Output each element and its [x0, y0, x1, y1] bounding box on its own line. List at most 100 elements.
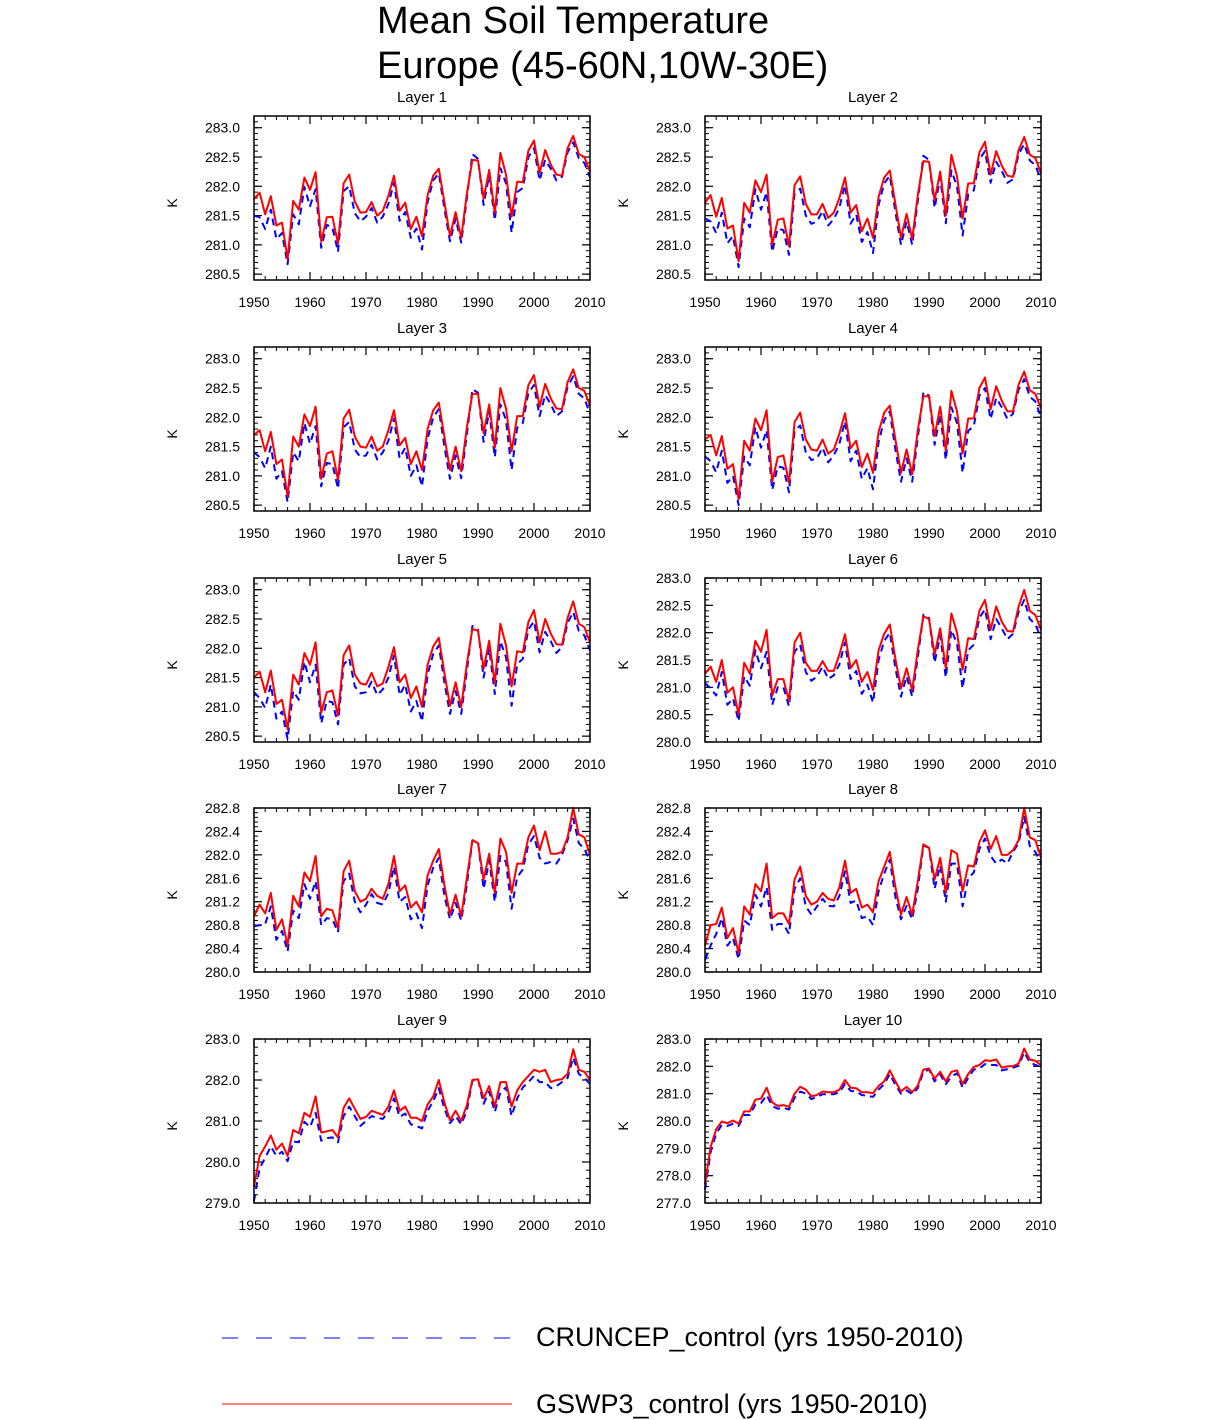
panel-1-series-cruncep — [253, 141, 591, 266]
panel-9-frame — [253, 1038, 591, 1204]
panel-8-title: Layer 8 — [848, 781, 898, 798]
panel-8-x-tick-label: 1990 — [913, 986, 944, 1002]
panel-1-y-tick-label: 282.5 — [205, 149, 240, 165]
panel-6-series-cruncep — [704, 598, 1042, 723]
panel-5-x-tick-label: 1980 — [406, 756, 437, 772]
panel-10-x-tick-label: 1990 — [913, 1217, 944, 1233]
panel-2-x-tick-label: 1970 — [801, 294, 832, 310]
panel-7-x-tick-label: 1950 — [238, 986, 269, 1002]
panel-2-series-gswp3 — [704, 136, 1042, 263]
panel-2-y-tick-label: 280.5 — [656, 266, 691, 282]
panel-5-y-tick-label: 281.0 — [205, 699, 240, 715]
panel-4-x-tick-label: 2010 — [1025, 525, 1056, 541]
panel-1-x-tick-label: 1950 — [238, 294, 269, 310]
panel-10-y-label: K — [615, 1121, 631, 1131]
panel-8-x-tick-label: 1980 — [857, 986, 888, 1002]
panel-5-x-tick-label: 2010 — [574, 756, 605, 772]
panel-1-y-tick-label: 281.0 — [205, 237, 240, 253]
panel-5-title: Layer 5 — [397, 551, 447, 568]
panel-5-y-label: K — [164, 660, 180, 670]
panel-7-y-tick-label: 282.4 — [205, 823, 240, 839]
panel-9: Layer 9 K 1950 1960 1970 1980 1990 2000 2010 283.… — [164, 1012, 606, 1233]
panel-10-y-tick-label: 280.0 — [656, 1113, 691, 1129]
panel-10: Layer 10 K 1950 1960 1970 1980 1990 2000 2010 283… — [615, 1012, 1057, 1233]
panel-6-y-tick-label: 280.5 — [656, 707, 691, 723]
panel-7-y-tick-label: 282.8 — [205, 800, 240, 816]
panel-9-x-tick-label: 1960 — [294, 1217, 325, 1233]
panel-9-series-gswp3 — [253, 1048, 591, 1187]
panel-8-y-tick-label: 280.0 — [656, 964, 691, 980]
legend-label-cruncep: CRUNCEP_control (yrs 1950-2010) — [536, 1322, 964, 1352]
panel-1-x-tick-label: 1970 — [350, 294, 381, 310]
panel-4-x-tick-label: 1980 — [857, 525, 888, 541]
panel-5-x-tick-label: 1950 — [238, 756, 269, 772]
panel-6-x-tick-label: 1980 — [857, 756, 888, 772]
panel-2-x-tick-label: 1950 — [689, 294, 720, 310]
panel-7-y-tick-label: 280.4 — [205, 941, 240, 957]
panel-2-frame — [704, 115, 1042, 281]
panel-5-y-tick-label: 282.0 — [205, 640, 240, 656]
panel-10-y-tick-label: 278.0 — [656, 1168, 691, 1184]
panel-2: Layer 2 K 1950 1960 1970 1980 1990 2000 2010 283.… — [615, 89, 1057, 310]
panel-6-series-gswp3 — [704, 589, 1042, 716]
panel-7-frame — [253, 807, 591, 973]
panel-5-x-tick-label: 2000 — [518, 756, 549, 772]
panel-10-x-tick-label: 2000 — [969, 1217, 1000, 1233]
panel-7-y-tick-label: 280.0 — [205, 964, 240, 980]
panel-6-x-tick-label: 2000 — [969, 756, 1000, 772]
panel-9-x-tick-label: 1950 — [238, 1217, 269, 1233]
panel-5-x-tick-label: 1990 — [462, 756, 493, 772]
panel-7-x-tick-label: 2000 — [518, 986, 549, 1002]
panel-4: Layer 4 K 1950 1960 1970 1980 1990 2000 2010 283.… — [615, 320, 1057, 541]
panel-6-y-label: K — [615, 660, 631, 670]
panel-6-y-tick-label: 283.0 — [656, 570, 691, 586]
panel-3-frame — [253, 346, 591, 512]
panel-1-y-label: K — [164, 198, 180, 208]
panel-10-y-tick-label: 283.0 — [656, 1031, 691, 1047]
panel-10-x-tick-label: 2010 — [1025, 1217, 1056, 1233]
panel-3-title: Layer 3 — [397, 320, 447, 337]
panel-6-frame — [704, 577, 1042, 743]
panel-10-y-tick-label: 279.0 — [656, 1140, 691, 1156]
panel-6-title: Layer 6 — [848, 551, 898, 568]
panel-4-x-tick-label: 1950 — [689, 525, 720, 541]
panel-10-series-cruncep — [704, 1051, 1042, 1190]
panel-3-y-tick-label: 280.5 — [205, 497, 240, 513]
panel-4-y-tick-label: 281.5 — [656, 439, 691, 455]
panel-7-series-gswp3 — [253, 807, 591, 947]
panel-5-y-tick-label: 283.0 — [205, 582, 240, 598]
panel-2-series-cruncep — [704, 143, 1042, 269]
panel-7-x-tick-label: 1980 — [406, 986, 437, 1002]
panel-4-frame — [704, 346, 1042, 512]
panel-10-y-tick-label: 281.0 — [656, 1086, 691, 1102]
panel-10-y-tick-label: 277.0 — [656, 1195, 691, 1211]
panel-8-x-tick-label: 1950 — [689, 986, 720, 1002]
panel-1-x-tick-label: 2000 — [518, 294, 549, 310]
panel-1-y-tick-label: 283.0 — [205, 120, 240, 136]
panel-3-y-tick-label: 282.0 — [205, 409, 240, 425]
panel-10-x-tick-label: 1960 — [745, 1217, 776, 1233]
panel-2-y-tick-label: 283.0 — [656, 120, 691, 136]
panel-2-y-tick-label: 282.5 — [656, 149, 691, 165]
panel-10-x-tick-label: 1980 — [857, 1217, 888, 1233]
panel-10-frame — [704, 1038, 1042, 1204]
panel-10-series-gswp3 — [704, 1047, 1042, 1185]
panel-4-series-gswp3 — [704, 370, 1042, 501]
panel-7-y-tick-label: 281.2 — [205, 894, 240, 910]
panel-3-y-label: K — [164, 429, 180, 439]
panel-3-y-tick-label: 283.0 — [205, 351, 240, 367]
panel-7-series-cruncep — [253, 817, 591, 953]
panel-1-title: Layer 1 — [397, 89, 447, 106]
panel-9-y-tick-label: 283.0 — [205, 1031, 240, 1047]
panel-3-y-tick-label: 281.5 — [205, 439, 240, 455]
panel-9-y-tick-label: 280.0 — [205, 1154, 240, 1170]
panel-7-y-tick-label: 281.6 — [205, 870, 240, 886]
panel-1-x-tick-label: 1980 — [406, 294, 437, 310]
panel-3-y-tick-label: 282.5 — [205, 380, 240, 396]
panel-9-series-cruncep — [253, 1056, 591, 1202]
panel-2-y-label: K — [615, 198, 631, 208]
panel-8-y-tick-label: 280.4 — [656, 941, 691, 957]
panel-4-x-tick-label: 2000 — [969, 525, 1000, 541]
panel-6-y-tick-label: 282.5 — [656, 597, 691, 613]
